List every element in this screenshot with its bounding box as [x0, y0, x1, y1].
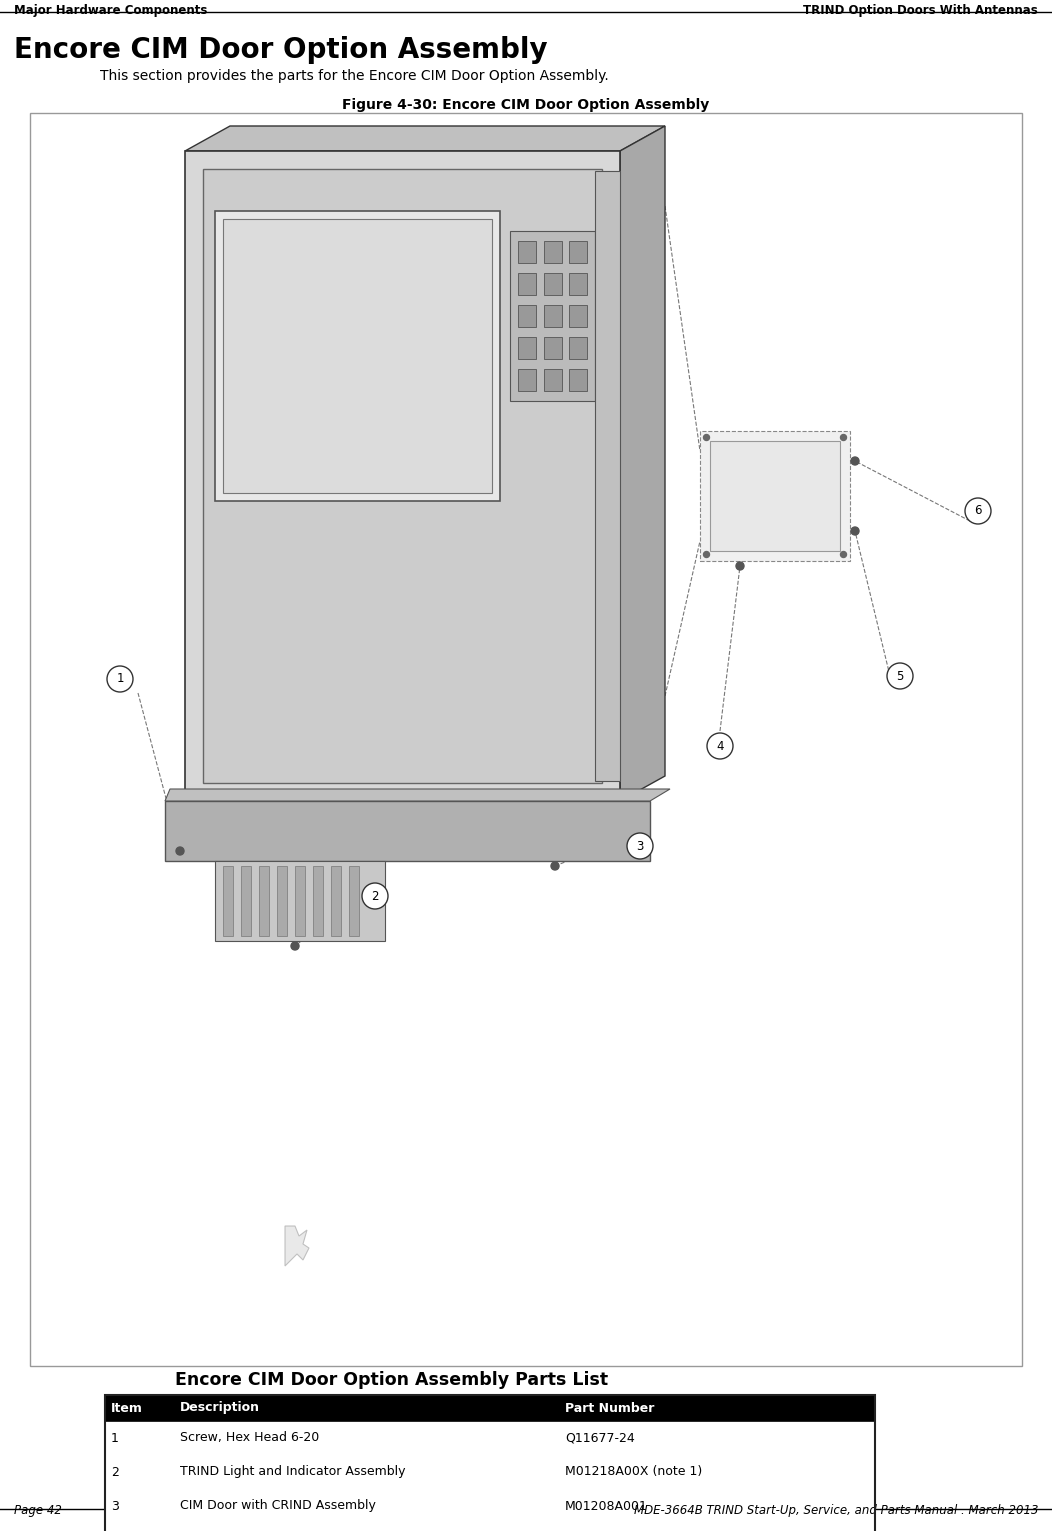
Text: M01208A001: M01208A001 — [565, 1499, 648, 1513]
Bar — [518, 240, 535, 263]
Polygon shape — [620, 126, 665, 801]
Bar — [215, 860, 385, 942]
Bar — [349, 867, 359, 935]
Text: MDE-3664B TRIND Start-Up, Service, and Parts Manual . March 2013: MDE-3664B TRIND Start-Up, Service, and P… — [633, 1503, 1038, 1517]
Bar — [569, 240, 587, 263]
Bar — [569, 305, 587, 328]
Bar — [223, 867, 232, 935]
Bar — [241, 867, 251, 935]
Text: Page 42: Page 42 — [14, 1503, 62, 1517]
Circle shape — [362, 883, 388, 909]
Polygon shape — [165, 788, 670, 801]
Text: 4: 4 — [716, 739, 724, 753]
Circle shape — [851, 456, 859, 465]
Circle shape — [704, 435, 709, 441]
Text: Encore CIM Door Option Assembly: Encore CIM Door Option Assembly — [14, 37, 548, 64]
Bar — [165, 801, 650, 860]
Text: CIM Door with CRIND Assembly: CIM Door with CRIND Assembly — [180, 1499, 376, 1513]
Bar — [31, 113, 1021, 1366]
Bar — [185, 152, 620, 801]
Text: 6: 6 — [974, 505, 982, 517]
Bar — [569, 337, 587, 358]
Polygon shape — [285, 1226, 309, 1266]
Bar — [569, 273, 587, 295]
Bar — [710, 441, 839, 551]
Bar — [518, 273, 535, 295]
Bar — [105, 1523, 875, 1531]
Text: M01218A00X (note 1): M01218A00X (note 1) — [565, 1465, 703, 1479]
Circle shape — [887, 663, 913, 689]
Bar — [259, 867, 269, 935]
Bar — [518, 337, 535, 358]
Circle shape — [736, 562, 744, 570]
Circle shape — [841, 551, 847, 557]
Circle shape — [176, 847, 184, 854]
Bar — [313, 867, 323, 935]
Text: 5: 5 — [896, 669, 904, 683]
Text: Q11677-24: Q11677-24 — [565, 1431, 634, 1445]
Text: 1: 1 — [112, 1431, 119, 1445]
Text: Description: Description — [180, 1401, 260, 1415]
Text: Encore CIM Door Option Assembly Parts List: Encore CIM Door Option Assembly Parts Li… — [175, 1370, 608, 1389]
Circle shape — [841, 435, 847, 441]
Bar — [203, 168, 602, 782]
Bar — [518, 369, 535, 390]
Bar — [700, 432, 850, 560]
Bar — [569, 369, 587, 390]
Bar — [295, 867, 305, 935]
Text: Screw, Hex Head 6-20: Screw, Hex Head 6-20 — [180, 1431, 319, 1445]
Text: 3: 3 — [112, 1499, 119, 1513]
Bar — [223, 219, 492, 493]
Bar — [215, 211, 500, 501]
Bar — [544, 305, 562, 328]
Circle shape — [851, 527, 859, 534]
Text: 2: 2 — [112, 1465, 119, 1479]
Text: Part Number: Part Number — [565, 1401, 654, 1415]
Bar — [105, 1421, 875, 1454]
Bar — [544, 369, 562, 390]
Text: 2: 2 — [371, 890, 379, 902]
Circle shape — [291, 942, 299, 951]
Bar — [331, 867, 341, 935]
Bar — [105, 1454, 875, 1490]
Circle shape — [704, 551, 709, 557]
Circle shape — [551, 862, 559, 870]
Bar — [510, 231, 595, 401]
Text: Figure 4-30: Encore CIM Door Option Assembly: Figure 4-30: Encore CIM Door Option Asse… — [342, 98, 710, 112]
Bar — [518, 305, 535, 328]
Text: 3: 3 — [636, 839, 644, 853]
Bar — [105, 1490, 875, 1523]
Circle shape — [627, 833, 653, 859]
Text: Major Hardware Components: Major Hardware Components — [14, 5, 207, 17]
Polygon shape — [185, 126, 665, 152]
Bar — [544, 273, 562, 295]
Text: TRIND Option Doors With Antennas: TRIND Option Doors With Antennas — [804, 5, 1038, 17]
Text: 1: 1 — [117, 672, 124, 686]
Bar — [544, 240, 562, 263]
Bar — [595, 171, 620, 781]
Circle shape — [707, 733, 733, 759]
Bar — [544, 337, 562, 358]
Circle shape — [107, 666, 133, 692]
Bar — [105, 1395, 875, 1531]
Bar — [105, 1395, 875, 1421]
Bar — [277, 867, 287, 935]
Text: Item: Item — [112, 1401, 143, 1415]
Text: This section provides the parts for the Encore CIM Door Option Assembly.: This section provides the parts for the … — [100, 69, 609, 83]
Text: TRIND Light and Indicator Assembly: TRIND Light and Indicator Assembly — [180, 1465, 405, 1479]
Circle shape — [965, 498, 991, 524]
